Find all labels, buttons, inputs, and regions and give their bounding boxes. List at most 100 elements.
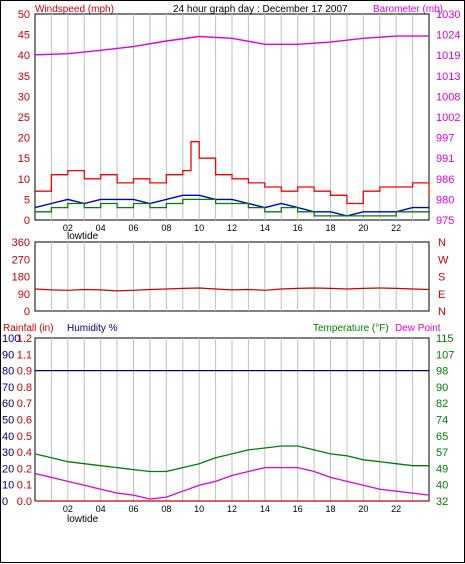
temperature-tick-label: 90 bbox=[436, 382, 448, 394]
barometer-tick-label: 980 bbox=[436, 194, 454, 206]
x-tick-label: 12 bbox=[227, 504, 237, 514]
temp-series-2 bbox=[34, 466, 430, 500]
barometer-tick-label: 1019 bbox=[436, 50, 460, 62]
compass-tick-label: N bbox=[438, 306, 446, 318]
x-tick-label: 06 bbox=[128, 504, 138, 514]
humidity-tick-label: 10 bbox=[2, 480, 14, 492]
barometer-tick-label: 1008 bbox=[436, 91, 460, 103]
x-tick-label: 02 bbox=[63, 223, 73, 233]
humidity-tick-label: 80 bbox=[2, 366, 14, 378]
temperature-axis-label: Temperature (°F) bbox=[313, 323, 389, 334]
wind-series-0 bbox=[34, 35, 429, 56]
x-tick-label: 16 bbox=[293, 223, 303, 233]
barometer-tick-label: 991 bbox=[436, 153, 454, 165]
temperature-tick-label: 32 bbox=[436, 496, 448, 508]
direction-tick-label: 0 bbox=[24, 306, 30, 318]
x-tick-label: 06 bbox=[128, 223, 138, 233]
humidity-tick-label: 90 bbox=[2, 349, 14, 361]
rain-tick-label: 0.6 bbox=[17, 415, 32, 427]
rain-tick-label: 0.0 bbox=[17, 496, 32, 508]
x-tick-label: 18 bbox=[325, 223, 335, 233]
compass-tick-label: W bbox=[438, 254, 449, 266]
temperature-tick-label: 115 bbox=[436, 333, 454, 345]
humidity-tick-label: 50 bbox=[2, 415, 14, 427]
windspeed-axis-label: Windspeed (mph) bbox=[35, 4, 114, 15]
wind-tick-label: 35 bbox=[18, 71, 30, 83]
humidity-tick-label: 20 bbox=[2, 463, 14, 475]
humidity-tick-label: 70 bbox=[2, 382, 14, 394]
barometer-tick-label: 1024 bbox=[436, 30, 460, 42]
rain-tick-label: 0.5 bbox=[17, 431, 32, 443]
x-tick-label: 14 bbox=[260, 504, 270, 514]
direction-tick-label: 270 bbox=[12, 254, 30, 266]
barometer-tick-label: 1002 bbox=[436, 112, 460, 124]
rain-tick-label: 0.8 bbox=[17, 382, 32, 394]
direction-series-0 bbox=[34, 287, 430, 292]
rain-tick-label: 0.7 bbox=[17, 398, 32, 410]
rainfall-axis-label: Rainfall (in) bbox=[3, 323, 54, 334]
rain-tick-label: 1.1 bbox=[17, 349, 32, 361]
temperature-tick-label: 40 bbox=[436, 480, 448, 492]
compass-tick-label: E bbox=[438, 289, 445, 301]
temperature-tick-label: 49 bbox=[436, 463, 448, 475]
x-tick-label: 10 bbox=[194, 504, 204, 514]
wind-tick-label: 5 bbox=[24, 194, 30, 206]
wind-tick-label: 25 bbox=[18, 112, 30, 124]
rain-tick-label: 0.1 bbox=[17, 480, 32, 492]
barometer-tick-label: 975 bbox=[436, 215, 454, 227]
wind-series-2 bbox=[34, 194, 429, 217]
x-tick-label: 08 bbox=[161, 223, 171, 233]
x-tick-label: 16 bbox=[293, 504, 303, 514]
rain-tick-label: 0.2 bbox=[17, 463, 32, 475]
x-tick-label: 18 bbox=[325, 504, 335, 514]
x-tick-label: 20 bbox=[358, 223, 368, 233]
wind-tick-label: 45 bbox=[18, 30, 30, 42]
tide-label-bottom: lowtide bbox=[67, 514, 99, 525]
x-tick-label: 04 bbox=[96, 223, 106, 233]
direction-tick-label: 360 bbox=[12, 237, 30, 249]
x-tick-label: 22 bbox=[391, 504, 401, 514]
wind-tick-label: 40 bbox=[18, 50, 30, 62]
x-tick-label: 02 bbox=[63, 504, 73, 514]
wind-tick-label: 10 bbox=[18, 174, 30, 186]
x-tick-label: 14 bbox=[260, 223, 270, 233]
x-tick-label: 22 bbox=[391, 223, 401, 233]
chart-title: 24 hour graph day : December 17 2007 bbox=[173, 4, 348, 15]
wind-series-3 bbox=[35, 198, 429, 217]
temperature-tick-label: 98 bbox=[436, 366, 448, 378]
dewpoint-axis-label: Dew Point bbox=[395, 323, 441, 334]
x-tick-label: 12 bbox=[227, 223, 237, 233]
wind-series-1 bbox=[35, 141, 430, 205]
wind-tick-label: 30 bbox=[18, 91, 30, 103]
humidity-tick-label: 0 bbox=[2, 496, 8, 508]
x-tick-label: 08 bbox=[161, 504, 171, 514]
rain-tick-label: 0.9 bbox=[17, 366, 32, 378]
rain-tick-label: 0.4 bbox=[17, 447, 32, 459]
barometer-tick-label: 1030 bbox=[436, 9, 460, 21]
x-tick-label: 04 bbox=[96, 504, 106, 514]
temperature-tick-label: 107 bbox=[436, 349, 454, 361]
wind-tick-label: 0 bbox=[24, 215, 30, 227]
barometer-axis-label: Barometer (mb) bbox=[373, 4, 443, 15]
humidity-tick-label: 40 bbox=[2, 431, 14, 443]
barometer-tick-label: 986 bbox=[436, 174, 454, 186]
x-tick-label: 20 bbox=[358, 504, 368, 514]
rain-tick-label: 1.2 bbox=[17, 333, 32, 345]
humidity-tick-label: 100 bbox=[2, 333, 20, 345]
tide-label-top: lowtide bbox=[67, 231, 99, 242]
wind-tick-label: 50 bbox=[18, 9, 30, 21]
humidity-tick-label: 30 bbox=[2, 447, 14, 459]
temperature-tick-label: 82 bbox=[436, 398, 448, 410]
temperature-tick-label: 57 bbox=[436, 447, 448, 459]
barometer-tick-label: 1013 bbox=[436, 71, 460, 83]
direction-tick-label: 180 bbox=[12, 272, 30, 284]
x-tick-label: 10 bbox=[194, 223, 204, 233]
humidity-axis-label: Humidity % bbox=[67, 323, 118, 334]
wind-tick-label: 20 bbox=[18, 133, 30, 145]
temperature-tick-label: 74 bbox=[436, 415, 448, 427]
barometer-tick-label: 997 bbox=[436, 133, 454, 145]
temperature-tick-label: 65 bbox=[436, 431, 448, 443]
compass-tick-label: N bbox=[438, 237, 446, 249]
